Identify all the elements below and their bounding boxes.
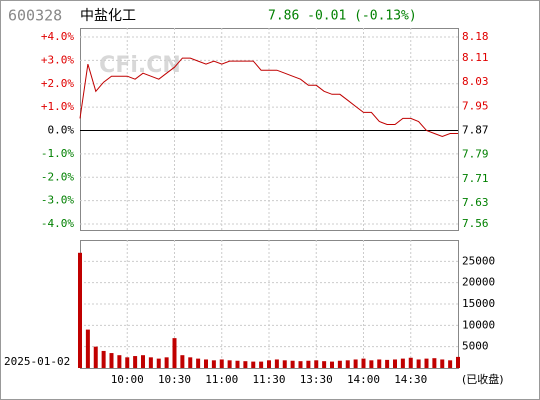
volume-bar	[211, 360, 216, 368]
status: (已收盘)	[462, 372, 504, 386]
volume-bar	[314, 360, 319, 368]
volume-bar	[125, 357, 130, 368]
y-tick-label: 20000	[462, 276, 495, 289]
stock-code: 600328	[8, 7, 62, 25]
volume-bar	[369, 360, 374, 368]
y-tick-label: -3.0%	[41, 194, 74, 207]
quote: 7.86 -0.01 (-0.13%)	[268, 9, 417, 24]
volume-bar	[204, 359, 208, 368]
volume-bar	[353, 359, 358, 368]
y-tick-label: -2.0%	[41, 170, 74, 183]
y2-tick-label: 8.03	[462, 75, 489, 88]
volume-bar	[243, 361, 248, 368]
x-tick-label: 11:30	[252, 373, 285, 386]
volume-bar	[172, 338, 177, 368]
volume-bar	[424, 358, 429, 368]
volume-bar	[101, 350, 106, 368]
volume-bar	[219, 359, 224, 368]
y-tick-label: +3.0%	[41, 53, 74, 66]
volume-bar	[188, 357, 193, 368]
date: 2025-01-02	[4, 355, 70, 368]
y-tick-label: 25000	[462, 254, 495, 267]
y2-tick-label: 7.71	[462, 172, 489, 185]
volume-bar	[109, 353, 114, 368]
volume-bar	[393, 359, 397, 368]
y-tick-label: -1.0%	[41, 147, 74, 160]
y-tick-label: +2.0%	[41, 77, 74, 90]
y-tick-label: 0.0%	[48, 124, 75, 137]
volume-bar	[227, 360, 232, 368]
volume-bar	[85, 329, 90, 368]
volume-bar	[448, 360, 453, 368]
y2-tick-label: 7.79	[462, 148, 489, 161]
volume-bar	[282, 360, 287, 368]
volume-bar	[432, 358, 437, 368]
y-tick-label: -4.0%	[41, 217, 74, 230]
volume-bar	[416, 359, 421, 368]
y2-tick-label: 7.87	[462, 124, 489, 137]
volume-bar	[345, 360, 350, 368]
x-tick-label: 14:30	[394, 373, 427, 386]
x-tick-label: 11:00	[205, 373, 238, 386]
volume-bar	[141, 355, 145, 368]
price-line	[79, 57, 458, 138]
x-tick-label: 10:30	[158, 373, 191, 386]
volume-bar	[322, 361, 327, 368]
volume-bar	[330, 361, 334, 368]
y-tick-label: 10000	[462, 318, 495, 331]
y-tick-label: 5000	[462, 340, 489, 353]
volume-bar	[456, 356, 460, 368]
volume-bar	[235, 360, 240, 368]
y-tick-label: +4.0%	[41, 30, 74, 43]
y2-tick-label: 7.63	[462, 196, 489, 209]
x-tick-label: 10:00	[111, 373, 144, 386]
x-tick-label: 13:30	[300, 373, 333, 386]
volume-bar	[400, 358, 405, 368]
volume-bar	[251, 361, 256, 368]
volume-bar	[196, 358, 201, 368]
volume-bar	[133, 356, 138, 368]
volume-bar	[78, 252, 82, 368]
y-tick-label: +1.0%	[41, 100, 74, 113]
volume-bar	[290, 360, 295, 368]
stock-name: 中盐化工	[80, 8, 136, 24]
volume-bar	[408, 357, 413, 368]
volume-bar	[361, 358, 366, 368]
volume-bar	[337, 360, 342, 368]
x-tick-label: 14:00	[347, 373, 380, 386]
y2-tick-label: 7.95	[462, 99, 489, 112]
volume-bar	[259, 361, 264, 368]
watermark: CFi.CN	[99, 53, 181, 78]
y2-tick-label: 7.56	[462, 217, 489, 230]
volume-bar	[180, 355, 185, 368]
volume-bar	[306, 360, 311, 368]
y-tick-label: 15000	[462, 297, 495, 310]
volume-bar	[93, 346, 98, 368]
y2-tick-label: 8.18	[462, 30, 489, 43]
volume-bar	[377, 359, 382, 368]
volume-bar	[298, 361, 303, 368]
y2-tick-label: 8.11	[462, 51, 489, 64]
volume-bar	[440, 359, 445, 368]
volume-bar	[274, 359, 279, 368]
volume-bar	[164, 357, 169, 368]
volume-bar	[267, 360, 271, 368]
volume-bar	[385, 359, 390, 368]
volume-bar	[117, 355, 122, 368]
volume-bar	[148, 357, 153, 368]
volume-bar	[156, 358, 161, 368]
